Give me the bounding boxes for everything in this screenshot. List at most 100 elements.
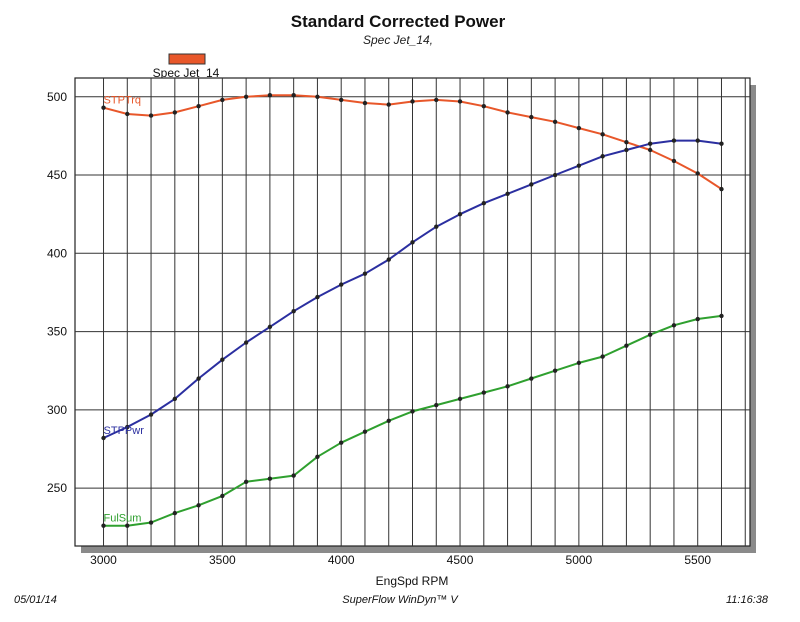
data-point-fulsum [719, 313, 724, 319]
data-point-fulsum [338, 440, 344, 445]
series-label-fulsum: FulSum [104, 513, 142, 525]
data-point-fulsum [243, 479, 249, 485]
legend: Spec Jet_14 [153, 53, 220, 80]
data-point-stppwr [362, 271, 368, 276]
legend-swatch [168, 53, 206, 65]
data-point-fulsum [457, 396, 463, 402]
data-point-fulsum [386, 418, 391, 423]
data-point-fulsum [362, 429, 368, 434]
data-point-stptrq [291, 93, 296, 98]
data-point-stppwr [481, 201, 487, 206]
x-tick-label: 5000 [566, 553, 593, 567]
data-point-stptrq [719, 186, 724, 192]
data-point-stppwr [695, 138, 700, 143]
data-point-stppwr [125, 424, 130, 430]
data-point-fulsum [600, 354, 605, 359]
data-point-stppwr [410, 240, 415, 245]
x-tick-label: 3000 [90, 553, 117, 567]
y-tick-label: 400 [47, 246, 67, 260]
data-point-stppwr [386, 257, 391, 262]
series-label-stptrq: STPTrq [104, 95, 141, 107]
y-tick-label: 350 [47, 325, 67, 339]
x-tick-label: 3500 [209, 553, 236, 567]
data-point-stptrq [695, 171, 700, 176]
data-point-stppwr [576, 163, 582, 168]
data-point-fulsum [647, 332, 653, 337]
data-point-fulsum [410, 409, 415, 414]
chart-subtitle: Spec Jet_14, [363, 33, 433, 47]
data-point-stptrq [624, 139, 629, 145]
data-point-stppwr [148, 412, 154, 417]
footer-time: 11:16:38 [726, 594, 769, 606]
footer-date: 05/01/14 [14, 594, 57, 606]
data-point-stppwr [434, 224, 439, 229]
data-point-stptrq [529, 114, 534, 120]
data-point-stppwr [529, 182, 534, 187]
data-point-fulsum [624, 343, 629, 348]
x-tick-label: 4000 [328, 553, 355, 567]
data-point-stptrq [434, 97, 439, 103]
data-point-fulsum [291, 473, 296, 478]
data-point-stppwr [457, 211, 463, 217]
data-point-stptrq [600, 132, 605, 137]
data-point-fulsum [125, 523, 130, 528]
data-point-stptrq [125, 111, 130, 117]
data-point-fulsum [315, 454, 320, 459]
data-point-stptrq [386, 102, 391, 107]
y-tick-label: 300 [47, 403, 67, 417]
legend-label: Spec Jet_14 [153, 66, 220, 80]
data-point-stptrq [505, 110, 510, 115]
data-point-stptrq [552, 119, 558, 125]
data-point-fulsum [196, 503, 201, 508]
chart-title: Standard Corrected Power [291, 12, 506, 31]
data-point-fulsum [172, 510, 178, 516]
data-point-stppwr [600, 154, 605, 159]
data-point-stptrq [362, 100, 368, 106]
x-axis-label: EngSpd RPM [376, 574, 449, 588]
data-point-stppwr [172, 396, 178, 402]
data-point-fulsum [529, 376, 534, 381]
data-point-stppwr [505, 191, 510, 197]
data-point-stptrq [148, 113, 154, 118]
data-point-fulsum [552, 368, 558, 373]
y-tick-label: 500 [47, 90, 67, 104]
data-point-stppwr [267, 324, 273, 330]
data-point-stppwr [291, 309, 296, 314]
tick-labels: 3000 3500 4000 4500 5000 5500 250 300 350 400 450 5… [47, 90, 711, 567]
data-point-stptrq [315, 94, 320, 99]
data-point-stptrq [481, 103, 487, 109]
data-point-stptrq [172, 110, 178, 115]
data-point-fulsum [505, 384, 510, 389]
data-point-stppwr [624, 147, 629, 153]
data-point-stptrq [338, 97, 344, 103]
data-point-fulsum [481, 390, 487, 395]
data-point-stppwr [243, 340, 249, 345]
data-point-fulsum [671, 323, 677, 328]
data-point-stppwr [719, 141, 724, 146]
data-point-fulsum [576, 360, 582, 366]
data-point-stppwr [647, 141, 653, 146]
data-point-stptrq [101, 105, 106, 110]
data-point-stptrq [457, 99, 463, 104]
data-point-stppwr [315, 294, 320, 300]
footer-software: SuperFlow WinDyn™ V [342, 594, 459, 606]
data-point-stptrq [671, 158, 677, 164]
data-point-fulsum [148, 520, 154, 525]
data-point-fulsum [101, 523, 106, 528]
series-layer: STPTrq STPPwr FulSum [101, 93, 724, 528]
data-point-stppwr [552, 172, 558, 178]
data-point-stptrq [196, 103, 201, 109]
data-point-fulsum [267, 476, 273, 481]
grid [75, 78, 750, 546]
y-tick-label: 450 [47, 168, 67, 182]
x-tick-label: 4500 [447, 553, 474, 567]
y-tick-label: 250 [47, 481, 67, 495]
data-point-stptrq [267, 93, 273, 98]
data-point-stppwr [220, 357, 225, 362]
data-point-stptrq [410, 99, 415, 104]
data-point-fulsum [220, 493, 225, 499]
data-point-fulsum [695, 316, 700, 322]
x-tick-label: 5500 [684, 553, 711, 567]
data-point-fulsum [434, 402, 439, 408]
